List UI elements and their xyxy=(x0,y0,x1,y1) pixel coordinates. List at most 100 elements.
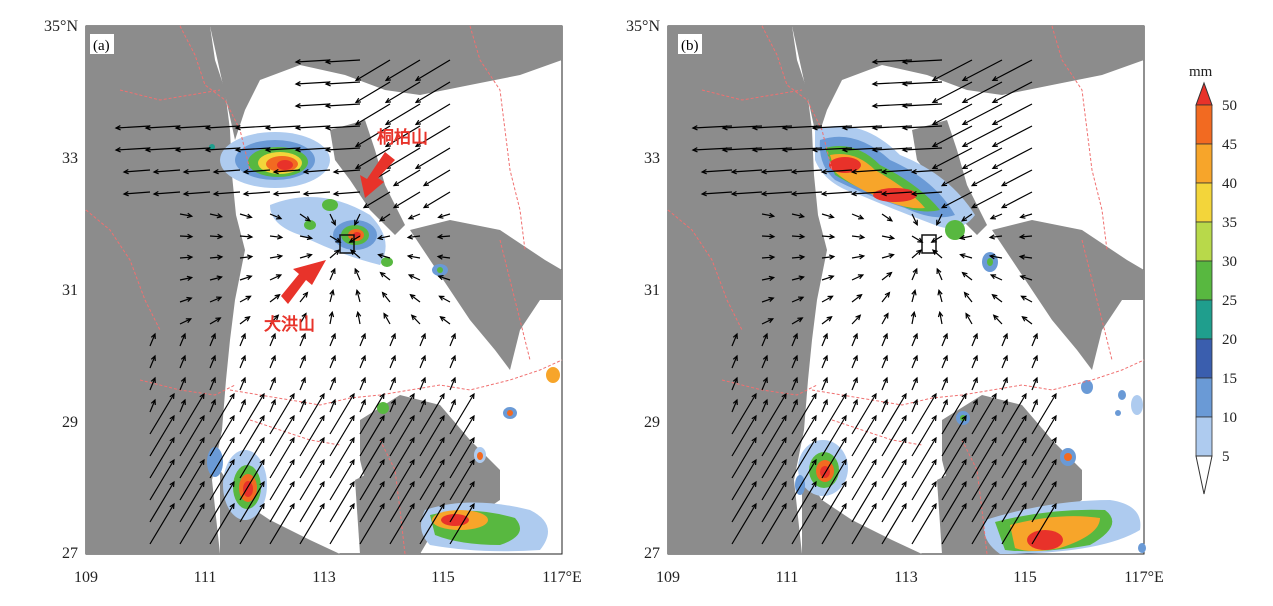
wind-vector xyxy=(153,191,181,195)
wind-vector-head xyxy=(931,480,937,488)
wind-vector xyxy=(359,399,366,413)
wind-vector xyxy=(791,355,798,369)
wind-vector-head xyxy=(961,142,968,148)
wind-vector xyxy=(209,377,216,391)
wind-vector-head xyxy=(439,315,446,322)
wind-vector xyxy=(438,255,451,259)
wind-vector-head xyxy=(991,436,997,444)
wind-vector-head xyxy=(811,125,818,131)
wind-vector xyxy=(971,503,997,545)
wind-vector-head xyxy=(1051,436,1057,444)
y-tick-label: 31 xyxy=(644,282,660,299)
wind-vector-head xyxy=(150,332,156,340)
wind-vector-head xyxy=(768,275,776,282)
wind-vector xyxy=(354,268,361,281)
wind-vector-head xyxy=(961,458,967,466)
wind-vector-head xyxy=(732,354,738,362)
wind-vector xyxy=(175,147,211,151)
wind-vector-head xyxy=(826,315,833,322)
wind-vector xyxy=(408,235,421,239)
wind-vector xyxy=(359,503,385,545)
wind-vector xyxy=(273,191,301,195)
wind-vector-head xyxy=(144,147,151,153)
wind-vector-head xyxy=(856,293,863,300)
wind-vector-head xyxy=(798,213,806,219)
wind-vector-head xyxy=(436,254,444,260)
wind-vector-head xyxy=(901,502,907,510)
wind-vector xyxy=(881,399,888,413)
wind-vector-head xyxy=(901,59,908,65)
wind-vector-head xyxy=(169,458,175,466)
wind-vector xyxy=(423,191,451,209)
wind-vector-head xyxy=(988,234,996,240)
wind-vector xyxy=(941,333,948,347)
wind-vector-head xyxy=(871,480,877,488)
wind-vector xyxy=(359,459,385,501)
wind-vector-head xyxy=(1019,213,1026,219)
wind-vector xyxy=(329,503,355,545)
wind-vector xyxy=(239,316,250,325)
wind-vector xyxy=(179,437,205,479)
wind-vector xyxy=(882,169,913,173)
wind-vector xyxy=(419,399,426,413)
wind-vector xyxy=(329,459,355,501)
wind-vector-head xyxy=(901,414,907,422)
wind-vector-head xyxy=(790,191,797,197)
wind-vector xyxy=(851,333,858,347)
wind-vector-head xyxy=(822,398,828,406)
wind-vector xyxy=(239,503,265,545)
wind-vector-head xyxy=(768,296,775,303)
wind-vector-head xyxy=(354,163,362,170)
wind-vector-head xyxy=(961,502,967,510)
wind-vector-head xyxy=(858,234,866,240)
wind-vector-head xyxy=(852,376,858,384)
wind-vector-head xyxy=(828,213,835,219)
wind-vector-head xyxy=(1002,398,1008,406)
wind-vector xyxy=(239,355,246,369)
wind-vector-head xyxy=(360,398,366,406)
wind-vector-head xyxy=(1019,274,1026,281)
terrain-south-b xyxy=(802,470,922,554)
wind-vector xyxy=(1031,415,1057,457)
wind-vector xyxy=(239,399,246,413)
wind-vector-head xyxy=(931,502,937,510)
wind-vector xyxy=(1031,333,1038,347)
wind-vector-head xyxy=(300,354,306,362)
wind-vector-head xyxy=(961,480,967,488)
wind-vector-head xyxy=(414,75,422,82)
wind-vector xyxy=(209,256,223,259)
wind-vector-head xyxy=(751,147,758,153)
wind-vector-head xyxy=(294,125,301,131)
wind-vector-head xyxy=(210,376,216,384)
wind-vector xyxy=(1031,437,1057,479)
wind-vector-head xyxy=(406,253,414,260)
wind-vector xyxy=(359,415,385,457)
wind-vector-head xyxy=(781,502,787,510)
y-tick-label: 33 xyxy=(644,150,660,167)
x-tick-label: 111 xyxy=(194,569,217,586)
wind-vector xyxy=(962,103,1003,125)
wind-vector xyxy=(821,399,828,413)
wind-vector xyxy=(415,59,451,81)
wind-vector xyxy=(791,296,804,303)
wind-vector xyxy=(852,191,883,195)
wind-vector-head xyxy=(330,267,336,274)
wind-vector-head xyxy=(439,480,445,488)
wind-vector-head xyxy=(798,275,805,281)
terrain-north-b xyxy=(792,26,1144,140)
colorbar-segment xyxy=(1195,182,1213,223)
wind-vector xyxy=(145,125,181,129)
wind-vector-head xyxy=(240,376,246,384)
wind-vector-head xyxy=(781,458,787,466)
wind-vector xyxy=(881,333,888,347)
wind-vector-head xyxy=(910,310,917,318)
wind-vector xyxy=(329,415,355,457)
wind-vector-head xyxy=(886,271,893,278)
wind-vector xyxy=(731,399,738,413)
wind-vector-head xyxy=(240,398,246,406)
wind-vector-head xyxy=(991,76,998,82)
wind-vector-head xyxy=(901,480,907,488)
wind-vector-head xyxy=(180,332,186,340)
wind-vector-head xyxy=(390,354,396,362)
wind-vector-head xyxy=(970,181,978,187)
